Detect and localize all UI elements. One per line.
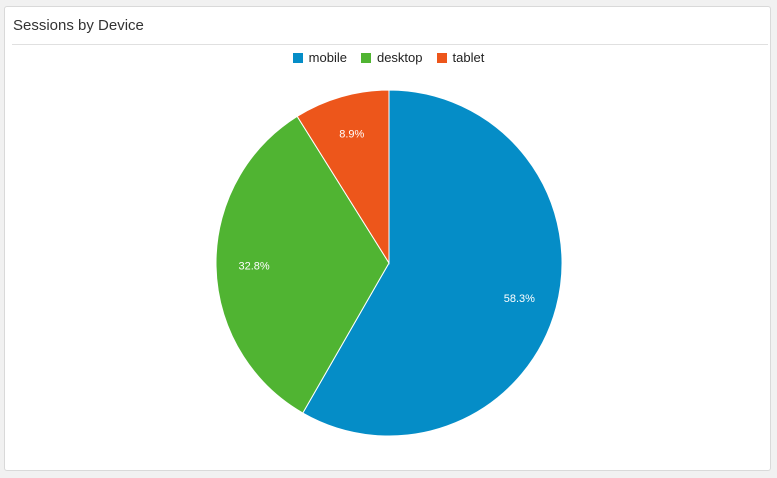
- legend-label-mobile: mobile: [308, 50, 347, 65]
- chart-legend: mobile desktop tablet: [5, 50, 772, 65]
- slice-label-mobile: 58.3%: [504, 293, 535, 305]
- legend-item-mobile[interactable]: mobile: [292, 50, 347, 65]
- legend-swatch-tablet: [436, 52, 447, 63]
- legend-label-tablet: tablet: [452, 50, 485, 65]
- chart-title: Sessions by Device: [13, 17, 144, 34]
- title-divider: [12, 44, 768, 45]
- legend-swatch-desktop: [360, 52, 371, 63]
- legend-item-tablet[interactable]: tablet: [436, 50, 485, 65]
- chart-card: Sessions by Device mobile desktop tablet…: [4, 6, 771, 471]
- pie-slice-desktop[interactable]: [215, 115, 390, 414]
- legend-item-desktop[interactable]: desktop: [360, 50, 423, 65]
- slice-label-tablet: 8.9%: [339, 128, 364, 140]
- legend-label-desktop: desktop: [376, 50, 423, 65]
- pie-slice-tablet[interactable]: [296, 89, 390, 265]
- slice-label-desktop: 32.8%: [238, 261, 269, 273]
- pie-chart: 58.3% 32.8% 8.9%: [215, 89, 563, 437]
- legend-swatch-mobile: [292, 52, 303, 63]
- pie-slice-mobile[interactable]: [302, 89, 563, 437]
